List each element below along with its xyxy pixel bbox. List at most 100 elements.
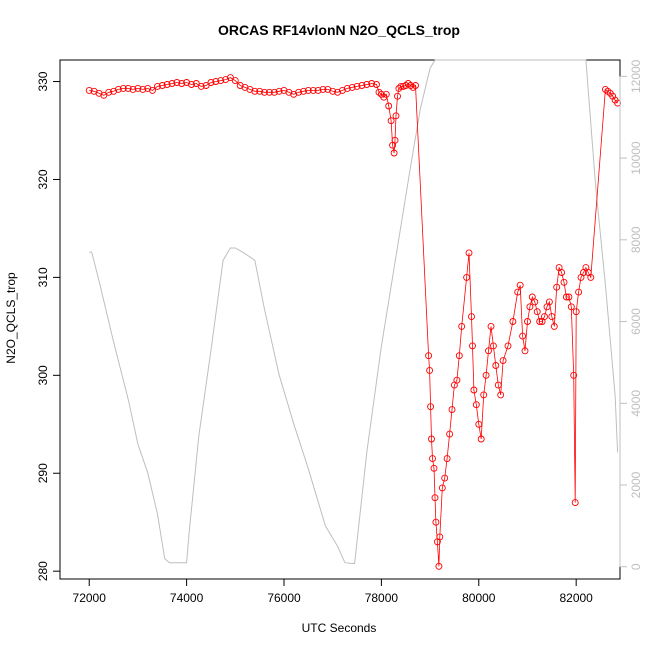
n2o-point — [572, 308, 580, 316]
n2o-point — [100, 91, 108, 99]
n2o-point — [489, 342, 497, 350]
n2o-point — [373, 81, 380, 88]
n2o-point — [304, 86, 312, 94]
y-axis-label: N2O_QCLS_trop — [4, 272, 18, 364]
x-axis-label: UTC Seconds — [302, 621, 377, 635]
n2o-point — [158, 82, 166, 89]
n2o-point — [280, 86, 288, 94]
altitude-line — [89, 59, 619, 564]
n2o-point — [524, 318, 531, 325]
y-tick-label: 330 — [36, 71, 50, 91]
n2o-point — [261, 88, 268, 96]
n2o-point — [119, 84, 127, 92]
n2o-point — [558, 269, 566, 276]
n2o-point — [334, 88, 342, 96]
x-tick-label: 72000 — [73, 591, 107, 605]
y2-tick-label: 12000 — [629, 59, 643, 93]
chart-title: ORCAS RF14vlonN N2O_QCLS_trop — [218, 22, 460, 38]
n2o-point — [453, 376, 461, 384]
n2o-point — [275, 87, 283, 95]
n2o-point — [536, 318, 544, 325]
n2o-point — [168, 80, 176, 87]
n2o-point — [499, 357, 507, 365]
n2o-point — [468, 313, 475, 321]
n2o-point — [497, 391, 505, 399]
n2o-point — [494, 381, 502, 389]
n2o-point — [251, 87, 259, 95]
n2o-point — [430, 464, 438, 472]
n2o-series — [85, 74, 622, 570]
x-tick-label: 76000 — [267, 591, 301, 605]
x-tick-label: 78000 — [365, 591, 399, 605]
x-tick-label: 82000 — [559, 591, 593, 605]
n2o-point — [368, 80, 376, 87]
n2o-point — [231, 77, 239, 85]
n2o-point — [390, 149, 398, 157]
n2o-point — [560, 278, 568, 286]
y-tick-label: 290 — [36, 463, 50, 483]
n2o-point — [492, 362, 500, 369]
n2o-point — [256, 87, 264, 95]
y2-tick-label: 6000 — [629, 308, 643, 335]
n2o-point — [382, 90, 390, 98]
n2o-point — [217, 77, 225, 85]
n2o-point — [487, 322, 495, 330]
n2o-point — [441, 474, 449, 482]
n2o-point — [295, 88, 303, 96]
n2o-point — [353, 82, 361, 90]
n2o-point — [329, 87, 337, 95]
n2o-point — [124, 84, 132, 92]
plot-box — [59, 59, 621, 580]
n2o-point — [202, 82, 210, 89]
x-tick-label: 80000 — [462, 591, 496, 605]
n2o-point — [448, 406, 456, 414]
n2o-point — [392, 112, 400, 120]
n2o-point — [404, 80, 412, 87]
n2o-point — [432, 518, 440, 526]
n2o-point — [348, 83, 356, 91]
n2o-point — [163, 81, 171, 88]
y-axis-right: 0 2000 4000 6000 8000 10000 12000 — [619, 59, 643, 570]
n2o-point — [436, 533, 444, 541]
n2o-point — [455, 352, 463, 360]
n2o-point — [265, 88, 273, 96]
n2o-point — [550, 322, 558, 330]
n2o-point — [149, 86, 156, 94]
n2o-point — [571, 499, 579, 507]
n2o-point — [516, 281, 524, 289]
n2o-point — [609, 92, 617, 100]
n2o-point — [300, 87, 307, 95]
n2o-point — [134, 84, 142, 92]
y2-tick-label: 0 — [629, 563, 643, 570]
n2o-point — [222, 76, 230, 84]
chart-title-text: ORCAS RF14vlonN N2O_QCLS_trop — [218, 22, 460, 38]
n2o-point — [246, 85, 254, 93]
n2o-point — [428, 435, 435, 443]
n2o-point — [394, 92, 401, 100]
n2o-point — [531, 298, 539, 306]
n2o-point — [391, 136, 399, 144]
y-tick-label: 280 — [36, 561, 50, 581]
n2o-point — [429, 455, 436, 463]
n2o-point — [343, 84, 351, 92]
n2o-point — [95, 89, 103, 97]
n2o-point — [469, 342, 476, 350]
n2o-point — [477, 435, 485, 443]
n2o-point — [129, 85, 137, 93]
n2o-point — [435, 562, 443, 570]
n2o-point — [553, 283, 561, 291]
n2o-point — [319, 85, 327, 93]
n2o-point — [212, 78, 220, 85]
n2o-point — [395, 84, 403, 92]
n2o-point — [446, 430, 454, 438]
n2o-point — [485, 347, 492, 355]
n2o-point — [387, 117, 395, 125]
n2o-point — [431, 494, 439, 502]
n2o-point — [226, 74, 234, 82]
n2o-point — [188, 81, 195, 88]
n2o-point — [375, 88, 383, 96]
n2o-point — [465, 249, 473, 257]
y2-tick-label: 2000 — [629, 471, 643, 498]
n2o-point — [110, 87, 118, 95]
